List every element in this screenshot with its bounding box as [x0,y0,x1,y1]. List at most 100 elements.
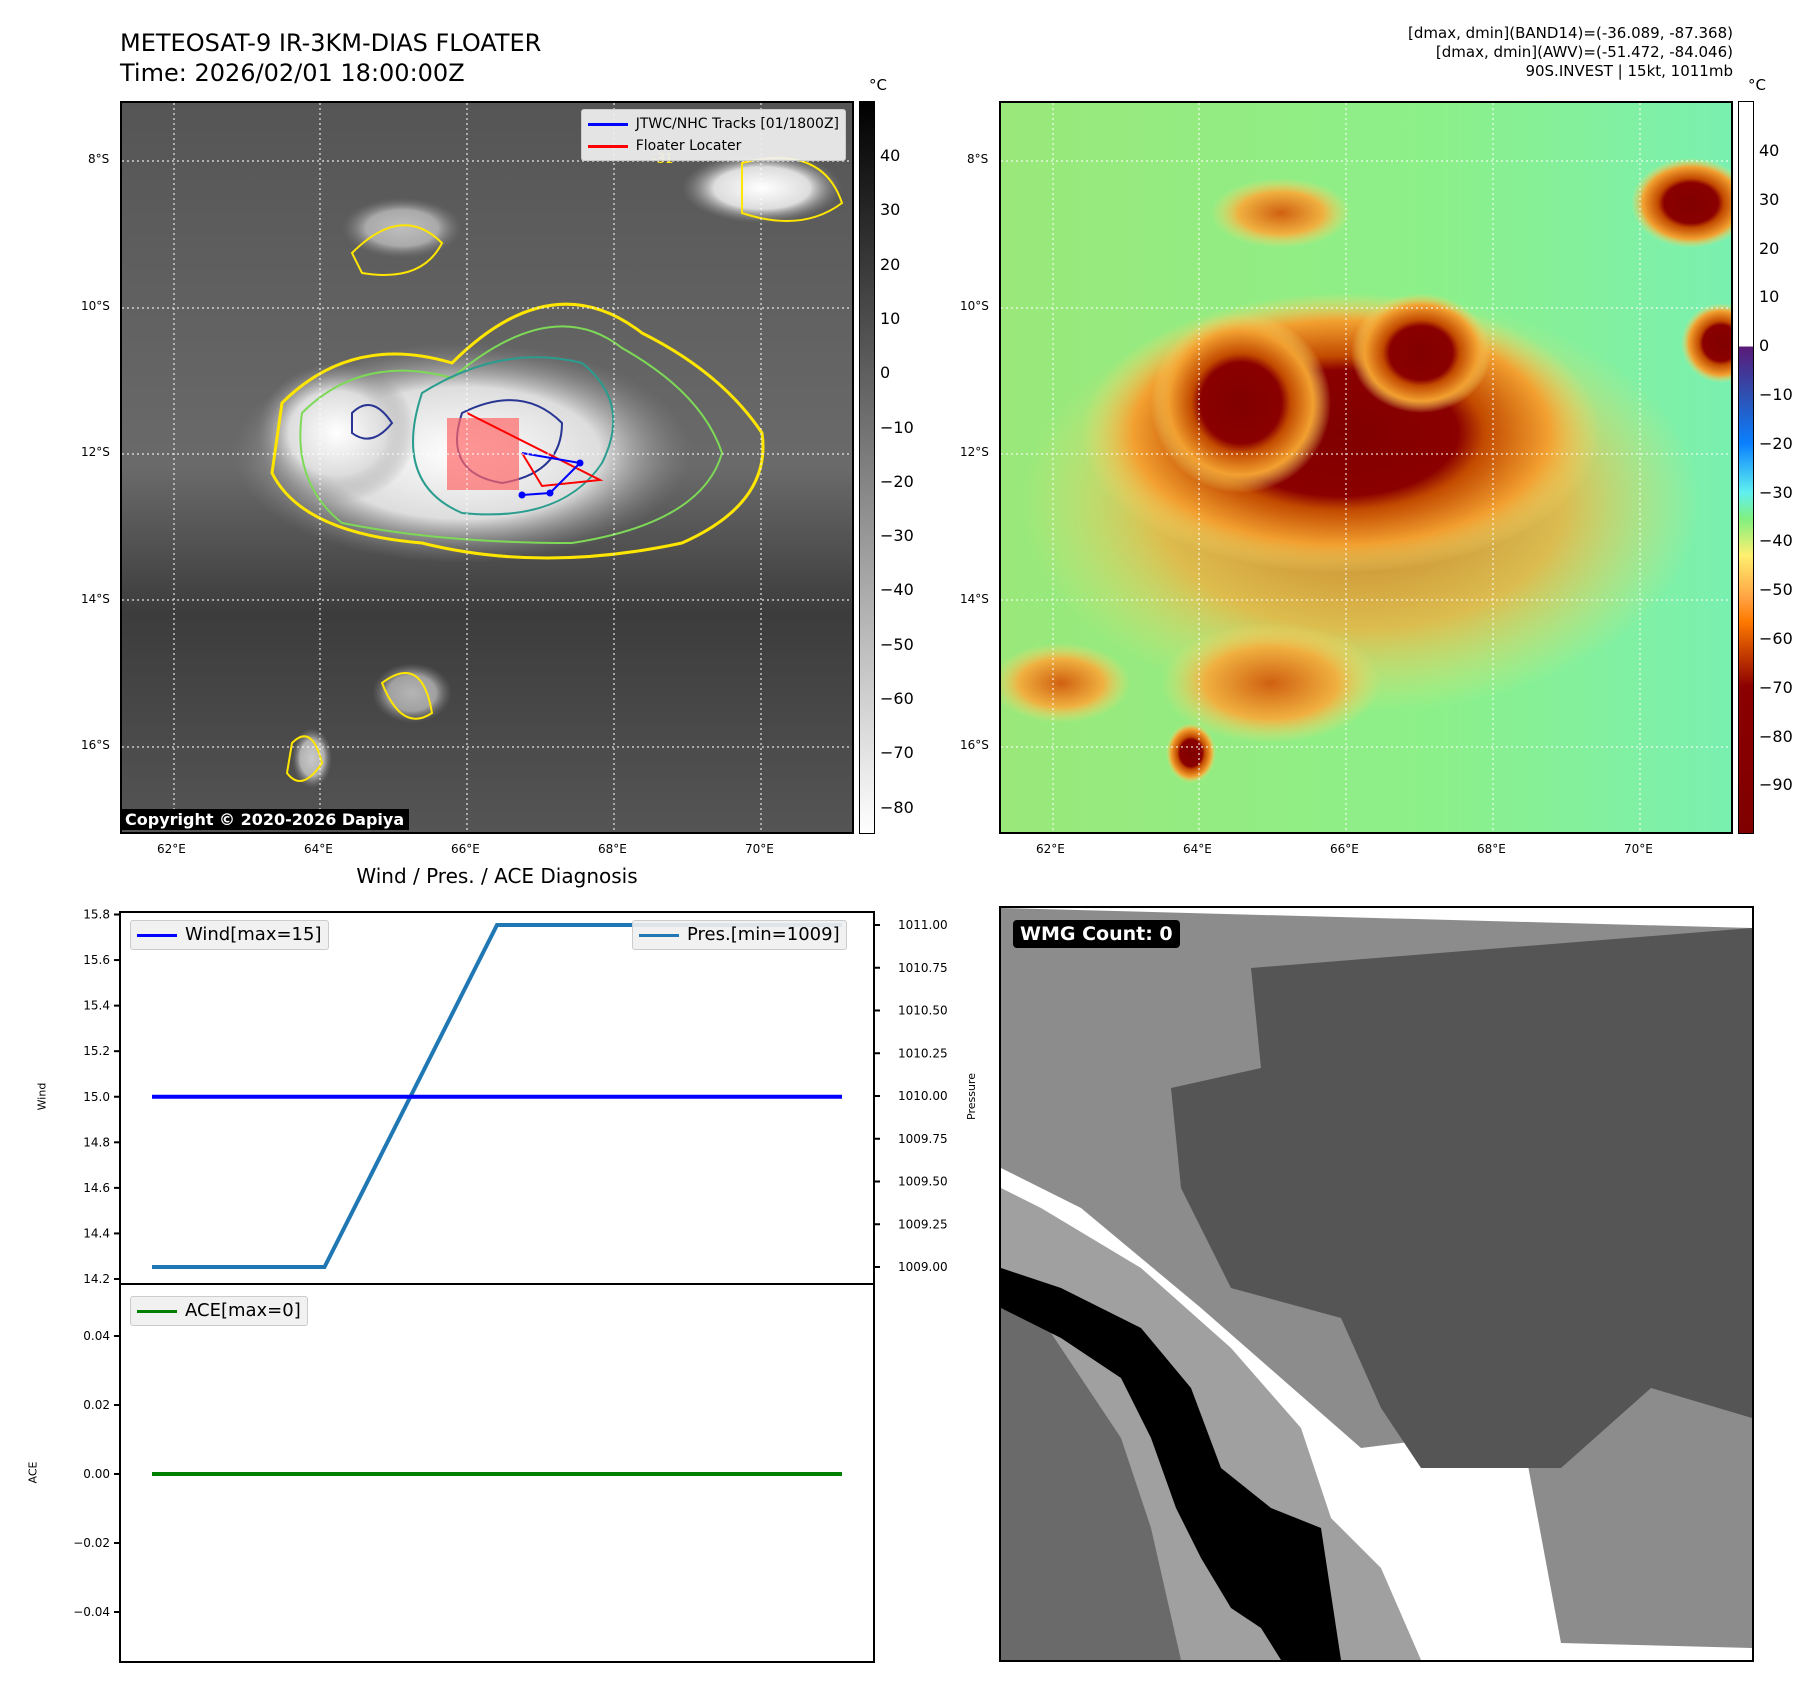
ace-legend-icon [137,1309,177,1313]
satellite-title: METEOSAT-9 IR-3KM-DIAS FLOATER [120,29,542,57]
wind-ytick-label: 14.2 [83,1272,110,1286]
wind-legend-label: Wind[max=15] [185,924,322,945]
ir-colorbar-tick: 10 [880,308,901,328]
wmg-count-badge: WMG Count: 0 [1013,920,1180,948]
awv-stats: [dmax, dmin](AWV)=(-51.472, -84.046) [1435,43,1733,61]
time-label: Time: 2026/02/01 18:00:00Z [120,59,465,87]
wind-axis-label: Wind [35,1082,49,1111]
ir-colorbar-tick: −60 [880,689,914,708]
ir-colorbar-tick: −10 [880,417,914,437]
ace-axis-label: ACE [26,1461,40,1484]
ir-colorbar-tick: 0 [880,363,891,383]
lon-tick-label: 70°E [745,842,774,856]
wind-ytick-label: 15.4 [83,999,110,1013]
lat-tick-label: 16°S [960,738,989,752]
ir-colorbar-tick: 20 [880,254,901,274]
track-legend-label: JTWC/NHC Tracks [01/1800Z] [635,116,839,132]
lat-tick-label: 8°S [88,152,110,166]
ace-legend: ACE[max=0] [130,1296,308,1326]
lat-tick-label: 10°S [81,298,110,313]
pressure-legend: Pres.[min=1009] [632,920,847,950]
awv-colorbar-tick: 20 [1759,238,1780,258]
awv-colorbar-tick: −90 [1759,775,1793,795]
awv-colorbar-unit: °C [1748,76,1766,94]
awv-colorbar-tick: 10 [1759,287,1780,307]
wind-ytick-label: 14.4 [83,1226,110,1240]
pressure-ytick-label: 1009.75 [898,1132,948,1146]
lon-tick-label: 64°E [1183,842,1212,856]
pressure-ytick-label: 1010.50 [898,1004,948,1018]
ace-ytick-label: 0.04 [83,1329,110,1343]
map-legend: JTWC/NHC Tracks [01/1800Z] Floater Locat… [580,109,846,161]
pressure-ytick-label: 1011.00 [898,918,948,932]
ir-colorbar-tick: −70 [880,743,914,763]
ir-colorbar-tick: −30 [880,526,914,546]
diagnosis-title: Wind / Pres. / ACE Diagnosis [356,864,638,888]
wind-ytick-label: 15.6 [83,953,110,967]
pressure-legend-icon [639,933,679,937]
wmg-panel: WMG Count: 0 [999,906,1754,1662]
storm-info: 90S.INVEST | 15kt, 1011mb [1525,62,1733,80]
figure-title: METEOSAT-9 IR-3KM-DIAS FLOATER Time: 202… [120,28,541,88]
wind-legend-icon [137,933,177,937]
diagnosis-chart: 15.8 15.6 15.4 15.2 15.0 14.8 14.6 14.4 14.2 1011… [73,908,948,1663]
ir-imagery: -31 [122,103,852,832]
ir-colorbar-tick: −50 [880,634,914,654]
wind-ytick-label: 15.8 [83,908,110,922]
copyright: Copyright © 2020-2026 Dapiya [120,809,410,830]
awv-colorbar-tick: −60 [1759,629,1793,648]
pressure-ytick-label: 1010.00 [898,1089,948,1103]
lat-tick-label: 14°S [960,591,989,606]
lon-tick-label: 66°E [1330,842,1359,856]
awv-colorbar-tick: −70 [1759,677,1793,697]
wind-ytick-label: 14.8 [83,1135,110,1149]
ir-colorbar-tick: 40 [880,146,901,165]
ir-colorbar-tick: −80 [880,797,914,817]
lon-tick-label: 68°E [598,842,627,856]
pressure-ytick-label: 1009.00 [898,1260,948,1274]
awv-colorbar-tick: −80 [1759,726,1793,746]
awv-imagery [1001,103,1731,832]
pressure-ytick-label: 1010.25 [898,1046,948,1060]
lon-tick-label: 68°E [1477,842,1506,856]
awv-colorbar-tick: 0 [1759,336,1770,356]
lon-tick-label: 70°E [1624,842,1653,856]
awv-colorbar-tick: −40 [1759,531,1793,551]
ir-colorbar [859,101,875,834]
awv-colorbar-tick: 30 [1759,189,1780,209]
wind-ytick-label: 15.2 [83,1044,110,1058]
lat-tick-label: 10°S [960,298,989,313]
awv-colorbar-tick: −50 [1759,580,1793,600]
awv-colorbar-tick: −30 [1759,482,1793,502]
band14-stats: [dmax, dmin](BAND14)=(-36.089, -87.368) [1408,24,1733,42]
pressure-ytick-label: 1009.50 [898,1175,948,1189]
ace-ytick-label: −0.04 [73,1605,110,1619]
wmg-imagery [1001,908,1752,1660]
wind-ytick-label: 14.6 [83,1181,110,1195]
lon-tick-label: 62°E [1036,842,1065,856]
floater-legend-icon [587,144,628,148]
track-legend-icon [587,122,628,126]
lon-tick-label: 66°E [451,842,480,856]
lat-tick-label: 12°S [81,445,110,459]
stats-info: [dmax, dmin](BAND14)=(-36.089, -87.368) … [1408,24,1733,81]
pressure-ytick-label: 1009.25 [898,1217,948,1231]
pressure-ytick-label: 1010.75 [898,961,948,975]
lat-tick-label: 12°S [960,445,989,459]
awv-colorbar-tick: −10 [1759,385,1793,404]
floater-legend-label: Floater Locater [635,138,742,154]
ir-colorbar-tick: −20 [880,471,914,491]
lat-tick-label: 14°S [81,591,110,606]
awv-colorbar-tick: −20 [1759,433,1793,453]
wind-legend: Wind[max=15] [130,920,329,950]
ace-ytick-label: 0.00 [83,1467,110,1481]
lon-tick-label: 64°E [304,842,333,856]
ace-ytick-label: 0.02 [83,1398,110,1412]
lat-tick-label: 8°S [967,152,989,166]
ir-map: -31 JTWC/NHC Tracks [01/1800Z] Floater L… [120,101,854,834]
ir-colorbar-tick: −40 [880,580,914,600]
ir-colorbar-tick: 30 [880,200,901,220]
pressure-axis-label: Pressure [964,1073,978,1120]
pressure-legend-label: Pres.[min=1009] [687,924,840,945]
ir-colorbar-unit: °C [869,76,887,94]
